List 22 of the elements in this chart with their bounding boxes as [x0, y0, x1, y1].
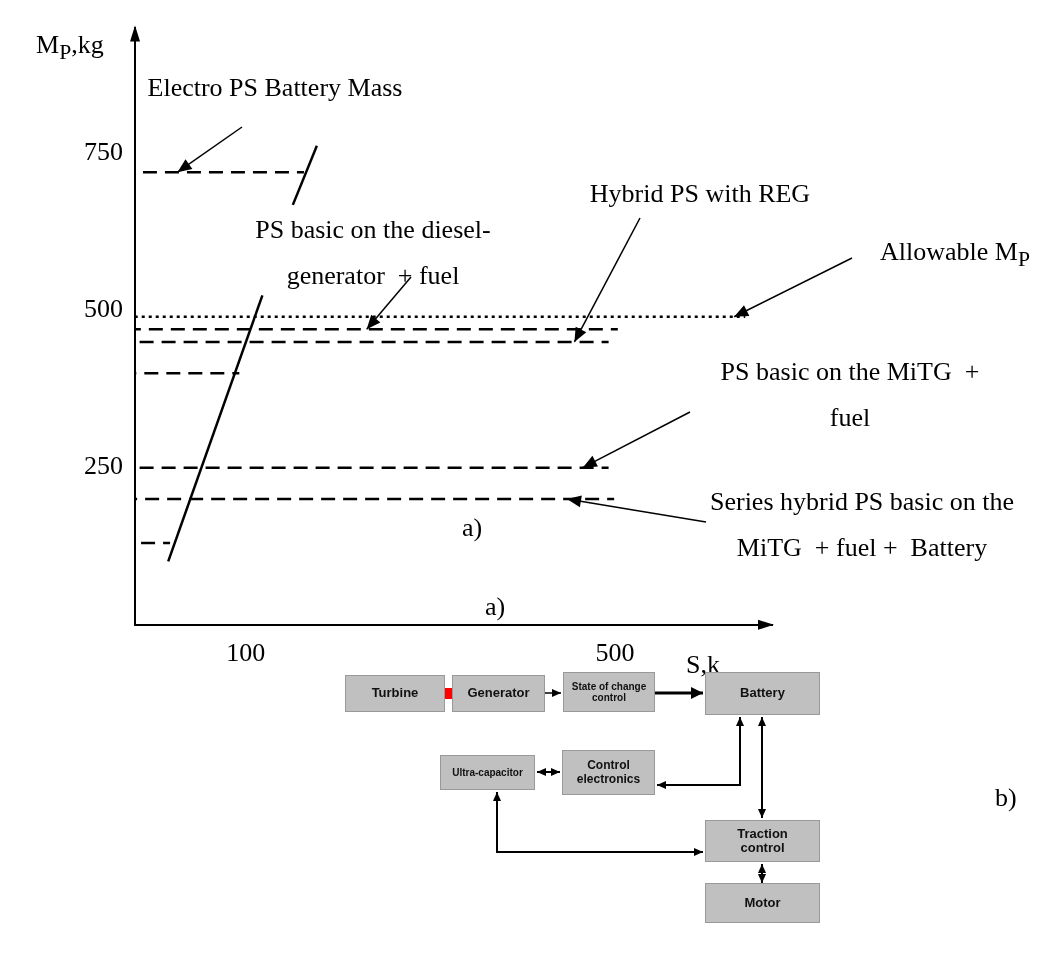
y-tick-label: 250 — [84, 451, 123, 481]
annotation: PS basic on the MiTG + fuel — [719, 356, 981, 434]
diagram-box: Ultra-capacitor — [440, 755, 535, 790]
annotation: Allowable M$_{P}$ — [879, 236, 1031, 274]
annotation: a) — [460, 512, 484, 544]
text: b) — [995, 782, 1017, 814]
diagram-box: Motor — [705, 883, 820, 923]
diagram-box: Battery — [705, 672, 820, 715]
annotation: Hybrid PS with REG — [588, 178, 812, 210]
annotation: a) — [483, 591, 507, 623]
annotation: PS basic on the diesel-generator + fuel — [254, 214, 492, 292]
diagram-box: Traction control — [705, 820, 820, 862]
y-tick-label: 750 — [84, 137, 123, 167]
x-tick-label: 100 — [226, 638, 266, 668]
diagram-box: Control electronics — [562, 750, 655, 795]
y-axis-title: M$_{P}$,kg — [36, 29, 104, 67]
diagram-box: Generator — [452, 675, 545, 712]
y-tick-label: 500 — [84, 294, 123, 324]
annotation: Electro PS Battery Mass — [146, 72, 404, 104]
diagram-box: Turbine — [345, 675, 445, 712]
diagram-box: State of change control — [563, 672, 655, 712]
annotation: Series hybrid PS basic on the MiTG + fuel + Battery — [709, 486, 1015, 564]
